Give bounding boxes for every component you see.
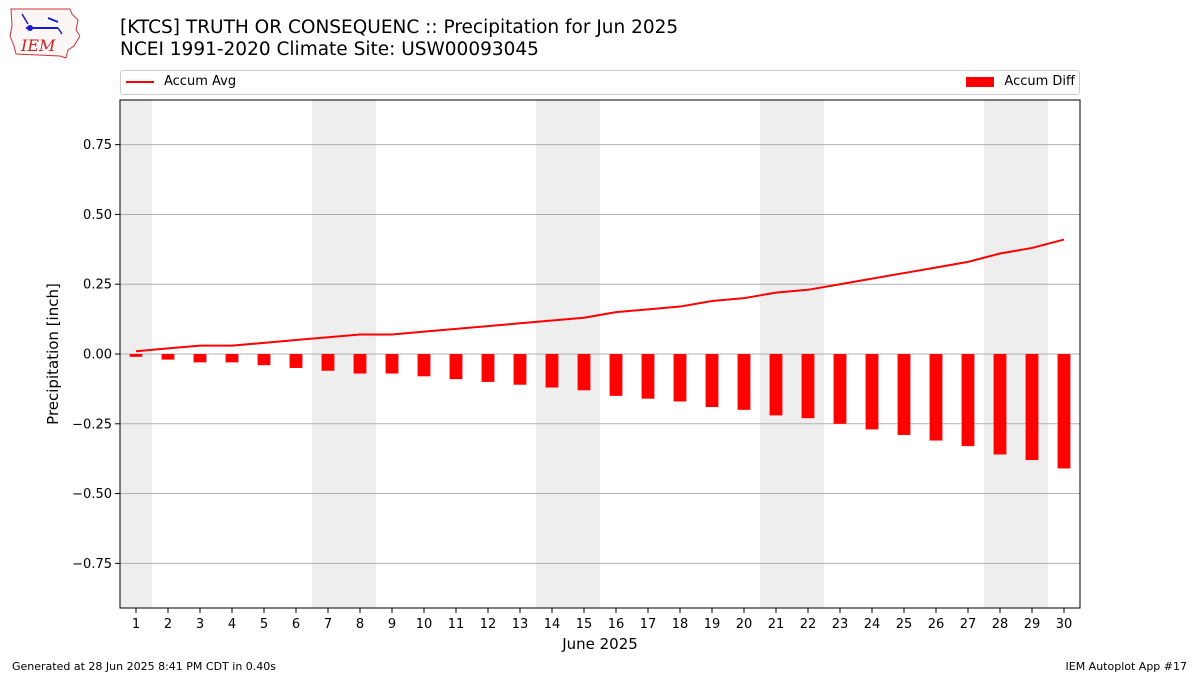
x-tick-label: 5 [260, 617, 268, 632]
accum-diff-bar [641, 354, 655, 399]
x-tick-label: 12 [480, 617, 497, 632]
x-tick-label: 27 [960, 617, 977, 632]
legend-line-swatch [126, 80, 154, 83]
accum-diff-bar [257, 354, 271, 366]
x-tick-label: 16 [608, 617, 625, 632]
x-tick-label: 28 [992, 617, 1009, 632]
accum-diff-bar [481, 354, 495, 382]
footer-app: IEM Autoplot App #17 [1065, 660, 1188, 673]
y-axis-label: Precipitation [inch] [44, 283, 62, 425]
x-tick-label: 15 [576, 617, 593, 632]
accum-diff-bar [993, 354, 1007, 455]
accum-diff-bar [801, 354, 815, 419]
footer-generated: Generated at 28 Jun 2025 8:41 PM CDT in … [12, 660, 277, 673]
x-tick-label: 20 [736, 617, 753, 632]
accum-diff-bar [865, 354, 879, 430]
x-tick-label: 25 [896, 617, 913, 632]
accum-diff-bar [545, 354, 559, 388]
x-tick-label: 22 [800, 617, 817, 632]
y-tick-label: 0.00 [83, 348, 112, 363]
accum-diff-bar [129, 354, 143, 357]
accum-diff-bar [609, 354, 623, 396]
y-tick-label: −0.25 [72, 417, 112, 432]
accum-diff-bar [577, 354, 591, 391]
x-tick-label: 10 [416, 617, 433, 632]
accum-diff-bar [705, 354, 719, 408]
accum-diff-bar [193, 354, 207, 363]
chart-legend: Accum Avg Accum Diff [120, 70, 1080, 95]
x-tick-label: 30 [1056, 617, 1073, 632]
x-tick-label: 8 [356, 617, 364, 632]
x-tick-label: 6 [292, 617, 300, 632]
x-tick-label: 1 [132, 617, 140, 632]
legend-bar-swatch [966, 76, 995, 87]
x-tick-label: 23 [832, 617, 849, 632]
iowa-state-outline-logo-icon: IEM [9, 8, 81, 59]
x-tick-label: 7 [324, 617, 332, 632]
x-tick-label: 13 [512, 617, 529, 632]
accum-diff-bar [289, 354, 303, 368]
accum-diff-bar [417, 354, 431, 377]
accum-diff-bar [929, 354, 943, 441]
x-tick-label: 2 [164, 617, 172, 632]
accum-diff-bar [1057, 354, 1071, 469]
accum-diff-bar [161, 354, 175, 360]
legend-label-accum-avg: Accum Avg [164, 74, 237, 89]
legend-item-accum-diff: Accum Diff [966, 74, 1075, 90]
accum-diff-bar [833, 354, 847, 424]
title-line-2: NCEI 1991-2020 Climate Site: USW00093045 [120, 39, 539, 60]
accum-diff-bar [673, 354, 687, 402]
x-tick-label: 17 [640, 617, 657, 632]
y-tick-label: −0.75 [72, 557, 112, 572]
accum-diff-bar [321, 354, 335, 371]
x-tick-label: 24 [864, 617, 881, 632]
x-axis-label: June 2025 [561, 635, 638, 653]
title-line-1: [KTCS] TRUTH OR CONSEQUENC :: Precipitat… [120, 17, 679, 38]
legend-item-accum-avg: Accum Avg [126, 74, 236, 90]
x-tick-label: 29 [1024, 617, 1041, 632]
x-tick-label: 18 [672, 617, 689, 632]
accum-diff-bar [1025, 354, 1039, 461]
iem-logo: IEM [8, 6, 81, 60]
accum-diff-bar [769, 354, 783, 416]
accum-diff-bar [385, 354, 399, 374]
x-tick-label: 26 [928, 617, 945, 632]
y-tick-label: −0.50 [72, 487, 112, 502]
x-tick-label: 21 [768, 617, 785, 632]
accum-diff-bar [961, 354, 975, 447]
accum-diff-bar [897, 354, 911, 435]
accum-diff-bar [353, 354, 367, 374]
logo-text: IEM [20, 36, 56, 55]
legend-label-accum-diff: Accum Diff [1004, 74, 1075, 89]
accum-diff-bar [513, 354, 527, 385]
accum-diff-bar [449, 354, 463, 380]
x-tick-label: 3 [196, 617, 204, 632]
accum-avg-line [135, 238, 1065, 353]
chart-title: [KTCS] TRUTH OR CONSEQUENC :: Precipitat… [120, 17, 678, 61]
x-tick-label: 11 [448, 617, 465, 632]
accum-diff-bar [225, 354, 239, 363]
x-tick-label: 19 [704, 617, 721, 632]
x-tick-label: 14 [544, 617, 561, 632]
y-tick-label: 0.25 [83, 278, 112, 293]
x-tick-label: 4 [228, 617, 236, 632]
accum-diff-bar [737, 354, 751, 410]
y-tick-label: 0.75 [83, 138, 112, 153]
y-tick-label: 0.50 [83, 208, 112, 223]
x-tick-label: 9 [388, 617, 396, 632]
